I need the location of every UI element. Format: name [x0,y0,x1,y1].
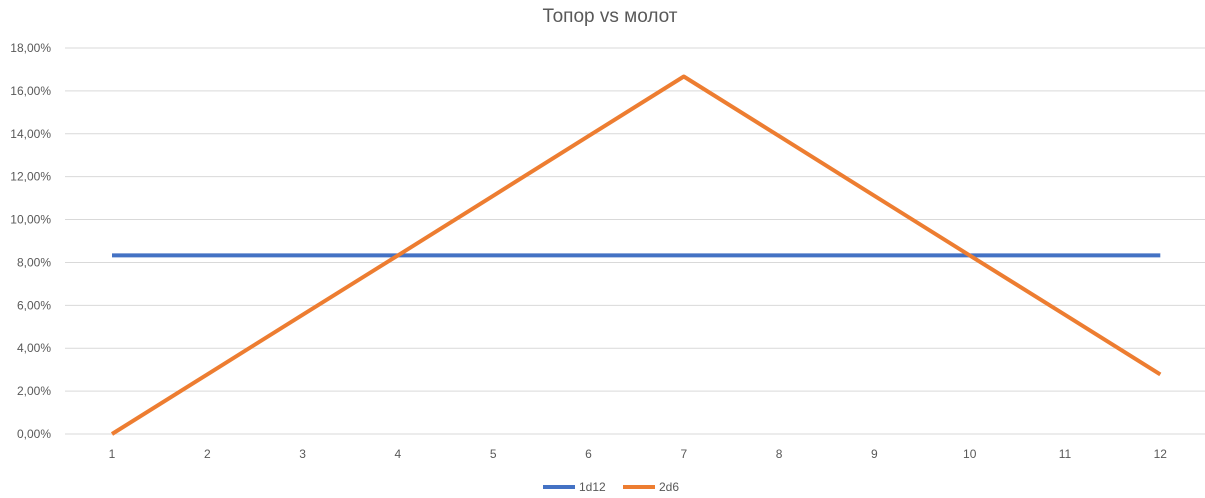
x-tick-label: 1 [109,447,116,461]
y-tick-label: 8,00% [17,255,51,269]
legend: 1d12 2d6 [543,480,679,494]
y-tick-label: 2,00% [17,384,51,398]
gridlines [65,47,1205,435]
series-lines [110,74,1162,436]
series-line-2d6 [110,74,1162,436]
x-tick-label: 4 [395,447,402,461]
legend-label-2d6: 2d6 [659,480,679,494]
x-tick-label: 9 [871,447,878,461]
y-tick-label: 4,00% [17,341,51,355]
y-tick-label: 0,00% [17,427,51,441]
y-tick-label: 12,00% [10,170,51,184]
y-axis-tick-labels: 0,00% 2,00% 4,00% 6,00% 8,00% 10,00% 12,00% 14,… [10,41,51,441]
x-tick-label: 11 [1059,447,1072,461]
x-axis-tick-labels: 1 2 3 4 5 6 7 8 9 10 11 12 [109,447,1168,461]
y-tick-label: 10,00% [10,213,51,227]
y-tick-label: 14,00% [10,127,51,141]
x-tick-label: 12 [1154,447,1168,461]
x-tick-label: 7 [680,447,687,461]
y-tick-label: 6,00% [17,298,51,312]
chart-title: Топор vs молот [542,6,677,27]
x-tick-label: 8 [776,447,783,461]
legend-label-1d12: 1d12 [579,480,606,494]
x-tick-label: 5 [490,447,497,461]
x-tick-label: 2 [204,447,211,461]
x-tick-label: 10 [963,447,977,461]
y-tick-label: 18,00% [10,41,51,55]
y-tick-label: 16,00% [10,84,51,98]
x-tick-label: 6 [585,447,592,461]
x-tick-label: 3 [299,447,306,461]
